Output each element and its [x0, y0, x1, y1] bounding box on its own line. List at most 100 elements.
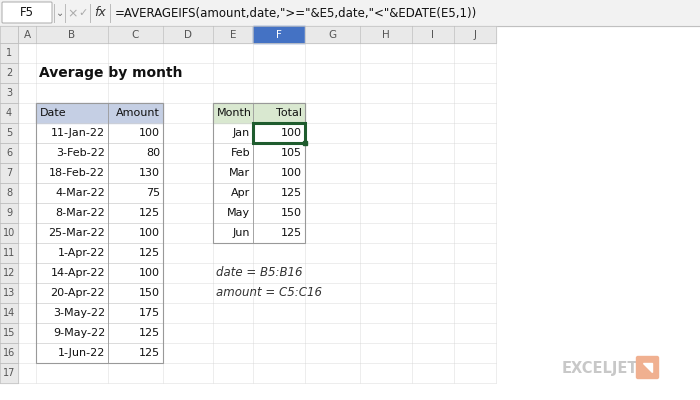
Text: 20-Apr-22: 20-Apr-22 [50, 288, 105, 298]
Text: 1: 1 [6, 48, 12, 58]
Text: J: J [473, 30, 477, 40]
Text: 1-Jun-22: 1-Jun-22 [57, 348, 105, 358]
Text: Jan: Jan [232, 128, 250, 138]
Text: 15: 15 [3, 328, 15, 338]
Text: A: A [23, 30, 31, 40]
Text: 125: 125 [139, 328, 160, 338]
Text: 175: 175 [139, 308, 160, 318]
Bar [0, 183, 18, 203]
Text: date = B5:B16: date = B5:B16 [216, 266, 302, 280]
Bar [18, 26, 36, 43]
Text: Average by month: Average by month [39, 66, 183, 80]
Text: C: C [132, 30, 139, 40]
Text: ×: × [68, 8, 78, 20]
Text: ✓: ✓ [78, 8, 88, 18]
Text: 6: 6 [6, 148, 12, 158]
Text: 10: 10 [3, 228, 15, 238]
Text: 8-Mar-22: 8-Mar-22 [55, 208, 105, 218]
Bar [0, 63, 18, 83]
Bar [0, 243, 18, 263]
Text: 100: 100 [281, 128, 302, 138]
Text: F5: F5 [20, 6, 34, 20]
Text: D: D [184, 30, 192, 40]
Text: 100: 100 [139, 128, 160, 138]
Bar [454, 26, 496, 43]
Text: I: I [431, 30, 435, 40]
Bar [253, 123, 305, 143]
Text: Total: Total [276, 108, 302, 118]
FancyBboxPatch shape [636, 356, 659, 378]
Text: 3-Feb-22: 3-Feb-22 [56, 148, 105, 158]
Text: E: E [230, 30, 237, 40]
Text: 125: 125 [139, 248, 160, 258]
Bar [305, 26, 360, 43]
Text: fx: fx [94, 6, 106, 20]
Bar [0, 0, 700, 26]
Bar [0, 26, 18, 43]
Text: 4-Mar-22: 4-Mar-22 [55, 188, 105, 198]
Text: 4: 4 [6, 108, 12, 118]
Text: B: B [69, 30, 76, 40]
Text: =AVERAGEIFS(amount,date,">="&E5,date,"<"&EDATE(E5,1)): =AVERAGEIFS(amount,date,">="&E5,date,"<"… [115, 6, 477, 20]
Bar [0, 143, 18, 163]
Text: 1-Apr-22: 1-Apr-22 [57, 248, 105, 258]
Text: Apr: Apr [231, 188, 250, 198]
Text: 17: 17 [3, 368, 15, 378]
Text: 9: 9 [6, 208, 12, 218]
Text: 3: 3 [6, 88, 12, 98]
Bar [108, 26, 163, 43]
Text: Jun: Jun [232, 228, 250, 238]
Bar [0, 263, 18, 283]
Polygon shape [643, 363, 652, 372]
Bar [0, 223, 18, 243]
Bar [213, 103, 305, 243]
Text: EXCELJET: EXCELJET [562, 360, 638, 376]
Bar [213, 26, 253, 43]
Bar [0, 343, 18, 363]
Text: 9-May-22: 9-May-22 [52, 328, 105, 338]
Text: 18-Feb-22: 18-Feb-22 [49, 168, 105, 178]
Text: 100: 100 [139, 228, 160, 238]
Text: 12: 12 [3, 268, 15, 278]
Text: H: H [382, 30, 390, 40]
Text: 16: 16 [3, 348, 15, 358]
Text: 11-Jan-22: 11-Jan-22 [51, 128, 105, 138]
Text: 25-Mar-22: 25-Mar-22 [48, 228, 105, 238]
Text: May: May [227, 208, 250, 218]
Bar [0, 103, 18, 123]
Text: 8: 8 [6, 188, 12, 198]
Bar [0, 323, 18, 343]
Text: 2: 2 [6, 68, 12, 78]
Bar [303, 141, 307, 145]
Text: 14: 14 [3, 308, 15, 318]
Bar [412, 26, 454, 43]
Text: 100: 100 [281, 168, 302, 178]
Bar [253, 26, 305, 43]
Bar [0, 123, 18, 143]
Text: 11: 11 [3, 248, 15, 258]
Text: Month: Month [217, 108, 252, 118]
Text: 125: 125 [281, 188, 302, 198]
Text: F: F [276, 30, 282, 40]
Bar [253, 103, 305, 123]
Text: 125: 125 [281, 228, 302, 238]
Text: G: G [328, 30, 337, 40]
Text: 150: 150 [281, 208, 302, 218]
FancyBboxPatch shape [2, 2, 52, 23]
Text: Date: Date [40, 108, 66, 118]
Bar [0, 283, 18, 303]
Text: Mar: Mar [229, 168, 250, 178]
Bar [0, 363, 18, 383]
Text: 125: 125 [139, 208, 160, 218]
Bar [36, 26, 108, 43]
Bar [108, 103, 163, 123]
Bar [360, 26, 412, 43]
Text: Feb: Feb [230, 148, 250, 158]
Text: 5: 5 [6, 128, 12, 138]
Text: 14-Apr-22: 14-Apr-22 [50, 268, 105, 278]
Bar [0, 303, 18, 323]
Bar [163, 26, 213, 43]
Text: 80: 80 [146, 148, 160, 158]
Text: 13: 13 [3, 288, 15, 298]
Bar [0, 83, 18, 103]
